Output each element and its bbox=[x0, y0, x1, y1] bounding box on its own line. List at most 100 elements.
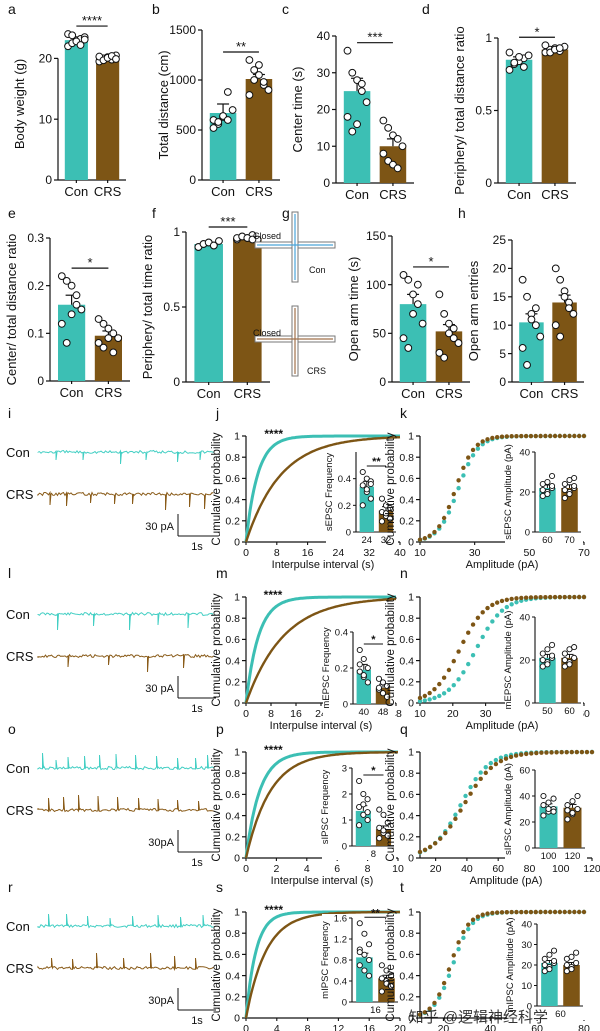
trace-con bbox=[37, 449, 214, 465]
inset-data-point bbox=[364, 796, 371, 803]
inset-data-point bbox=[544, 490, 551, 498]
x-tick-label: 40 bbox=[461, 863, 473, 875]
cdf-point bbox=[437, 995, 442, 1000]
data-point bbox=[209, 241, 218, 250]
data-point bbox=[418, 319, 427, 328]
inset-data-point bbox=[364, 809, 371, 816]
significance-stars: **** bbox=[82, 13, 102, 28]
inset-data-point bbox=[549, 641, 556, 649]
inset-y-tick-label: 20 bbox=[519, 488, 530, 499]
cdf-point bbox=[576, 433, 582, 439]
panel-letter: p bbox=[216, 721, 224, 737]
cdf-point bbox=[446, 973, 452, 978]
panel-letter: c bbox=[282, 1, 289, 17]
cdf-point bbox=[437, 681, 442, 687]
y-tick-label: 0 bbox=[379, 375, 386, 389]
y-tick-label: 0 bbox=[408, 853, 414, 865]
cdf-point bbox=[548, 433, 553, 439]
y-tick-label: 0 bbox=[408, 698, 414, 710]
inset-data-point bbox=[569, 809, 576, 816]
cdf-point bbox=[581, 433, 587, 439]
cdf-point bbox=[456, 649, 461, 654]
data-point bbox=[72, 300, 81, 309]
data-point bbox=[413, 280, 422, 289]
y-tick-label: 1000 bbox=[169, 73, 196, 87]
inset-data-point bbox=[571, 644, 578, 651]
data-point bbox=[99, 319, 108, 328]
inset-data-point bbox=[545, 799, 552, 806]
data-point bbox=[362, 98, 371, 107]
inset-data-point bbox=[544, 478, 551, 486]
data-point bbox=[99, 343, 108, 352]
inset-data-point bbox=[378, 518, 386, 525]
x-tick-label: 10 bbox=[392, 863, 404, 875]
inset-data-point bbox=[380, 811, 387, 818]
y-tick-label: 0.8 bbox=[399, 452, 414, 464]
inset-y-tick-label: 0.8 bbox=[334, 956, 347, 967]
cdf-point bbox=[451, 960, 456, 965]
scale-bar-y-label: 30 pA bbox=[145, 683, 174, 695]
y-tick-label: 0.4 bbox=[399, 655, 414, 667]
y-axis-label: Open arm entries bbox=[466, 260, 481, 361]
scale-bar-x-label: 1s bbox=[191, 703, 203, 715]
inset-significance-stars: ** bbox=[371, 907, 380, 919]
y-tick-label: 20 bbox=[317, 103, 331, 117]
cdf-point bbox=[461, 639, 466, 645]
panel-letter: l bbox=[8, 565, 11, 581]
x-tick-label: 16 bbox=[302, 547, 314, 559]
inset-y-label: sEPSC Amplitude (pA) bbox=[503, 444, 514, 540]
trace-label-crs: CRS bbox=[6, 961, 34, 976]
data-point bbox=[440, 353, 449, 362]
inset-data-point bbox=[573, 949, 580, 956]
trace-label-crs: CRS bbox=[6, 487, 34, 502]
y-tick-label: 0.2 bbox=[225, 515, 240, 527]
maze-diagrams: Closed Con Closed CRS bbox=[253, 211, 336, 377]
cdf-point bbox=[473, 776, 478, 782]
cdf-point bbox=[458, 808, 463, 813]
x-tick-label: CRS bbox=[551, 386, 579, 401]
y-tick-label: 0.8 bbox=[225, 452, 240, 464]
x-tick-label: CRS bbox=[95, 385, 123, 400]
cdf-point bbox=[548, 909, 553, 915]
inset-data-point bbox=[364, 816, 371, 824]
inset-data-point bbox=[564, 807, 571, 814]
inset-data-point bbox=[563, 961, 570, 969]
cdf-point bbox=[441, 691, 447, 696]
inset-data-point bbox=[360, 672, 367, 679]
data-point bbox=[245, 91, 254, 99]
cdf-point bbox=[499, 434, 505, 439]
inset-y-tick-label: 0.4 bbox=[338, 474, 351, 485]
cdf-point bbox=[468, 784, 473, 790]
inset-x-tick-label: 48 bbox=[378, 707, 389, 718]
inset-data-point bbox=[356, 803, 363, 811]
cdf-point bbox=[488, 760, 494, 766]
x-tick-label: 2 bbox=[273, 863, 279, 875]
panel-letter: t bbox=[400, 879, 404, 895]
y-tick-label: 20 bbox=[39, 52, 53, 66]
inset-data-point bbox=[383, 693, 391, 700]
significance-stars: **** bbox=[264, 427, 283, 441]
scale-bar-x-label: 1s bbox=[191, 1015, 203, 1027]
panel-i: i Con CRS 30 pA 1s bbox=[6, 405, 216, 553]
y-tick-label: 0 bbox=[234, 853, 240, 865]
bar-con bbox=[194, 244, 223, 382]
cdf-point bbox=[453, 816, 458, 822]
data-point bbox=[62, 338, 71, 347]
cdf-point bbox=[552, 909, 558, 915]
inset-data-point bbox=[539, 656, 546, 664]
x-tick-label: 8 bbox=[365, 863, 371, 875]
inset-data-point bbox=[378, 962, 385, 969]
cdf-point bbox=[509, 434, 514, 439]
inset-data-point bbox=[360, 811, 367, 818]
cdf-point bbox=[549, 750, 554, 755]
cdf-point bbox=[494, 910, 500, 915]
y-tick-label: 0 bbox=[37, 374, 44, 388]
panel-m: m081624324048Interpulse interval (s)00.2… bbox=[211, 565, 402, 732]
inset-data-point bbox=[549, 472, 556, 480]
trace-crs bbox=[37, 952, 214, 972]
inset-y-tick-label: 0 bbox=[525, 699, 530, 710]
inset-data-point bbox=[356, 962, 363, 969]
cdf-point bbox=[456, 677, 461, 682]
data-point bbox=[57, 272, 66, 281]
data-point bbox=[556, 332, 565, 341]
